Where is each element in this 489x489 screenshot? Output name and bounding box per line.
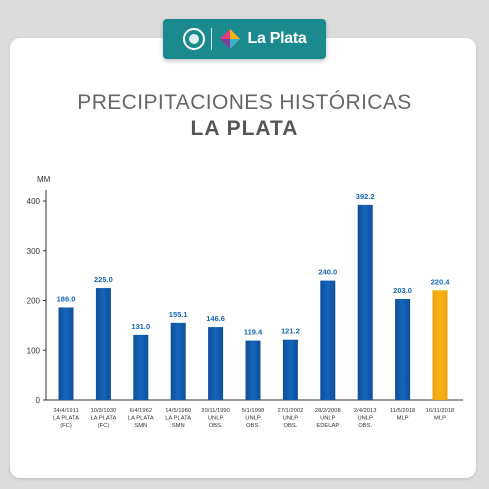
x-category-label: UNLP <box>208 416 224 422</box>
x-category-label: 20/11/1990 <box>201 408 230 414</box>
y-tick-label: 0 <box>36 396 41 405</box>
bar-value-label: 225.0 <box>94 275 113 284</box>
city-seal-icon <box>182 28 205 50</box>
x-category-label: OBS. <box>283 423 297 429</box>
bar <box>432 290 448 400</box>
bar <box>58 307 74 400</box>
bar <box>245 340 261 400</box>
x-category-label: MLP <box>397 416 409 422</box>
y-tick-label: 200 <box>27 297 41 306</box>
x-category-label: LA PLATA <box>128 416 154 422</box>
x-category-label: 28/2/2008 <box>315 408 341 414</box>
bar-value-label: 121.2 <box>281 327 300 336</box>
chart-title: PRECIPITACIONES HISTÓRICAS <box>77 91 412 114</box>
bar-value-label: 220.4 <box>431 277 451 286</box>
la-plata-logo-icon <box>219 29 240 49</box>
x-category-label: (FC) <box>98 423 110 429</box>
x-category-label: UNLP <box>283 416 299 422</box>
bar-value-label: 203.0 <box>393 286 412 295</box>
x-category-label: EDELAP <box>316 423 339 429</box>
x-category-label: 14/5/1980 <box>165 408 191 414</box>
x-category-label: LA PLATA <box>90 416 116 422</box>
bar <box>95 288 111 400</box>
brand-name: La Plata <box>247 30 307 47</box>
bar <box>395 299 411 400</box>
x-category-label: 27/1/2002 <box>278 408 304 414</box>
x-category-label: LA PLATA <box>53 416 79 422</box>
x-category-label: SMN <box>134 423 147 429</box>
bar <box>357 204 373 400</box>
x-category-label: MLP <box>434 416 446 422</box>
bar-value-label: 240.0 <box>318 268 337 277</box>
bar <box>320 280 336 400</box>
x-category-label: OBS. <box>358 423 372 429</box>
x-category-label: SMN <box>172 423 185 429</box>
bar-value-label: 186.0 <box>57 294 76 303</box>
x-category-label: 6/4/1962 <box>130 408 153 414</box>
y-tick-label: 100 <box>27 346 41 355</box>
x-category-label: UNLP <box>320 416 336 422</box>
header-logo-bar: La Plata <box>163 19 326 59</box>
bar <box>282 339 298 400</box>
x-category-label: UNLP <box>245 416 261 422</box>
bar <box>208 327 224 400</box>
x-category-label: OBS. <box>209 423 223 429</box>
y-axis-label: MM <box>37 175 51 184</box>
x-category-label: 5/1/1998 <box>242 408 265 414</box>
x-category-label: 24/4/1911 <box>53 408 78 414</box>
bar-value-label: 146.6 <box>206 314 225 323</box>
logo-divider <box>210 28 212 50</box>
chart-subtitle: LA PLATA <box>190 117 299 140</box>
x-category-label: 11/5/2018 <box>390 408 415 414</box>
y-tick-label: 400 <box>27 197 41 206</box>
bar-value-label: 131.0 <box>131 322 150 331</box>
bar-value-label: 392.2 <box>356 192 375 201</box>
x-category-label: (FC) <box>60 423 72 429</box>
y-tick-label: 300 <box>27 247 41 256</box>
x-category-label: 10/3/1930 <box>91 408 117 414</box>
x-category-label: 16/11/2018 <box>426 408 455 414</box>
bar <box>170 322 186 400</box>
x-category-label: 2/4/2013 <box>354 408 377 414</box>
bar <box>133 334 149 400</box>
x-category-label: LA PLATA <box>165 416 191 422</box>
chart-card <box>10 38 476 478</box>
x-category-label: UNLP <box>357 416 373 422</box>
x-category-label: OBS. <box>246 423 260 429</box>
bar-value-label: 119.4 <box>244 328 263 337</box>
bar-value-label: 155.1 <box>169 310 188 319</box>
